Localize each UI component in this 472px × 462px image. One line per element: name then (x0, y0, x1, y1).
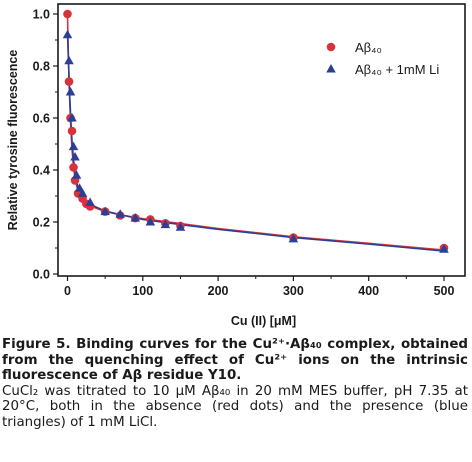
x-tick-label: 500 (434, 284, 455, 298)
y-tick-label: 0.2 (33, 216, 50, 230)
data-point-triangle (77, 188, 88, 197)
data-point-triangle (160, 219, 171, 229)
data-point-triangle (130, 213, 141, 222)
y-tick-label: 0.4 (33, 164, 50, 178)
data-point-circle (64, 77, 74, 86)
y-tick-label: 0.8 (33, 60, 50, 74)
data-point-triangle (175, 222, 186, 231)
data-point-triangle (65, 87, 76, 96)
data-point-circle (67, 126, 77, 136)
caption-title: Figure 5. Binding curves for the Cu²⁺·Aβ… (2, 337, 468, 384)
x-tick-label: 100 (132, 284, 153, 298)
plot-frame (57, 3, 466, 277)
figure-caption: Figure 5. Binding curves for the Cu²⁺·Aβ… (2, 337, 468, 431)
data-point-circle (69, 163, 78, 172)
x-tick-label: 300 (283, 284, 304, 298)
data-point-triangle (62, 29, 73, 39)
caption-body: CuCl₂ was titrated to 10 μM Aβ₄₀ in 20 m… (2, 383, 468, 430)
x-tick-label: 200 (208, 284, 229, 298)
x-tick-label: 0 (64, 284, 71, 298)
x-axis-label: Cu (II) [μM] (231, 314, 296, 328)
x-tick-label: 400 (358, 284, 379, 298)
legend-label-abeta40: Aβ₄₀ (355, 40, 382, 55)
data-point-triangle (288, 233, 299, 243)
data-points (62, 9, 449, 253)
data-point-triangle (71, 170, 82, 179)
data-point-circle (63, 9, 72, 19)
data-point-triangle (115, 209, 125, 218)
binding-curves-chart: 0 100 200 300 400 500 0.0 0.2 0.4 0.6 0.8 1.0 Cu (II… (6, 3, 466, 329)
y-tick-label: 0.0 (33, 268, 50, 282)
data-point-triangle (85, 197, 95, 206)
data-point-triangle (68, 141, 79, 151)
data-point-triangle (145, 217, 156, 226)
data-point-triangle (100, 206, 110, 216)
legend: Aβ₄₀ Aβ₄₀ + 1mM Li (326, 40, 439, 77)
y-tick-label: 1.0 (33, 8, 50, 22)
y-axis-label: Relative tyrosine fluorescence (6, 50, 20, 231)
legend-marker-circle (326, 42, 336, 52)
data-point-triangle (67, 113, 77, 122)
legend-label-abeta40-li: Aβ₄₀ + 1mM Li (355, 62, 439, 77)
data-point-triangle (439, 244, 449, 253)
data-point-triangle (70, 152, 80, 161)
axes: 0 100 200 300 400 500 0.0 0.2 0.4 0.6 0.8 1.0 Cu (II… (6, 8, 454, 329)
y-tick-label: 0.6 (33, 112, 50, 126)
legend-marker-triangle (326, 64, 336, 73)
data-point-triangle (64, 55, 74, 65)
